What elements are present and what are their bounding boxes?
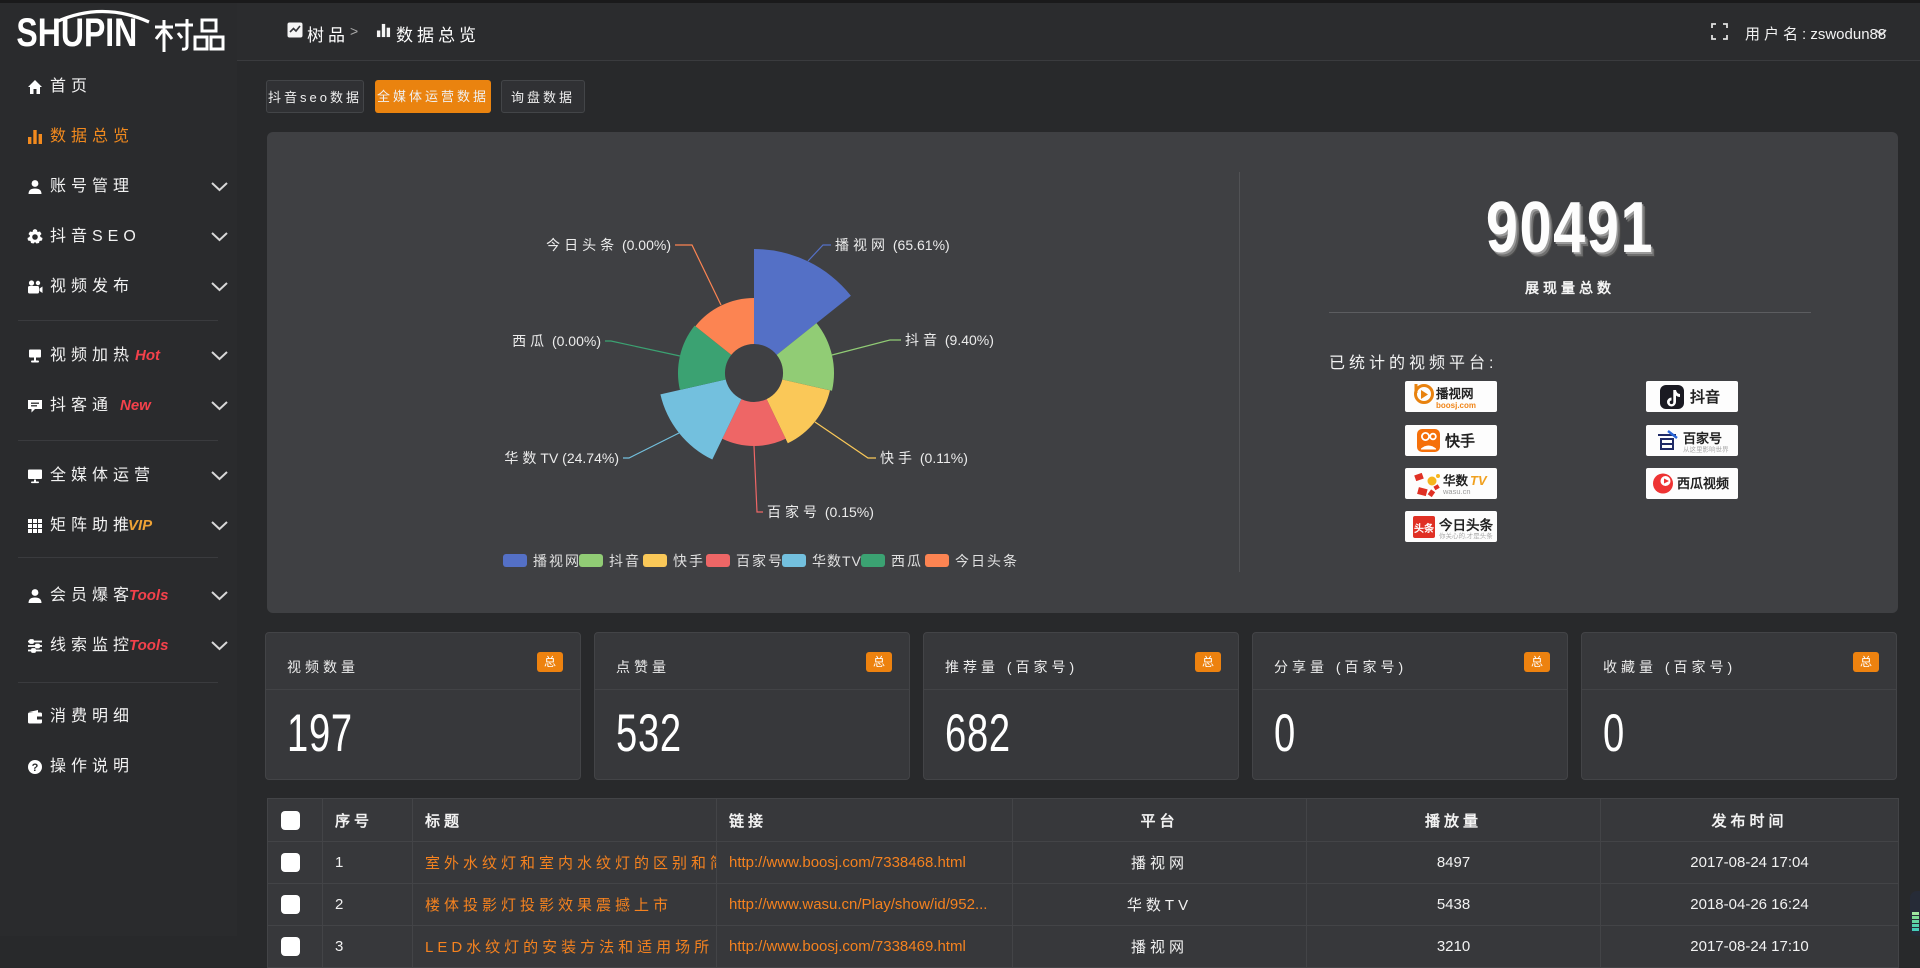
svg-text:华数TV: 华数TV (812, 553, 862, 569)
svg-text:播视网: 播视网 (533, 553, 581, 569)
svg-text:TV: TV (1470, 473, 1488, 488)
svg-text:?: ? (32, 762, 39, 774)
svg-text:今日头条: 今日头条 (955, 553, 1019, 569)
svg-text:抖音: 抖音 (1690, 388, 1720, 406)
svg-text:boosj.com: boosj.com (1436, 401, 1476, 410)
svg-text:播视网 (65.61%): 播视网 (65.61%) (835, 237, 950, 253)
svg-text:抖音 (9.40%): 抖音 (9.40%) (905, 332, 994, 348)
svg-text:SHUPIN: SHUPIN (16, 10, 137, 52)
svg-text:从这里影响世界: 从这里影响世界 (1683, 445, 1729, 454)
svg-text:播视网: 播视网 (1436, 386, 1474, 401)
svg-text:华数TV (24.74%): 华数TV (24.74%) (504, 450, 619, 466)
svg-text:西瓜: 西瓜 (891, 553, 923, 569)
svg-text:百家号 (0.15%): 百家号 (0.15%) (767, 504, 874, 520)
svg-text:抖音: 抖音 (609, 553, 641, 569)
svg-text:头条: 头条 (1414, 522, 1435, 535)
svg-text:你关心的,才是头条: 你关心的,才是头条 (1439, 531, 1493, 540)
svg-text:华数: 华数 (1443, 473, 1469, 488)
svg-text:今日头条: 今日头条 (1439, 517, 1493, 533)
svg-text:百家号: 百家号 (1683, 431, 1722, 446)
svg-text:今日头条 (0.00%): 今日头条 (0.00%) (546, 237, 671, 253)
svg-text:西瓜视频: 西瓜视频 (1677, 476, 1729, 491)
svg-text:快手 (0.11%): 快手 (0.11%) (880, 450, 968, 466)
svg-text:百家号: 百家号 (736, 553, 784, 569)
svg-text:快手: 快手 (1445, 432, 1475, 450)
svg-text:快手: 快手 (673, 553, 705, 569)
svg-text:wasu.cn: wasu.cn (1442, 487, 1471, 496)
svg-text:西瓜 (0.00%): 西瓜 (0.00%) (512, 333, 601, 349)
